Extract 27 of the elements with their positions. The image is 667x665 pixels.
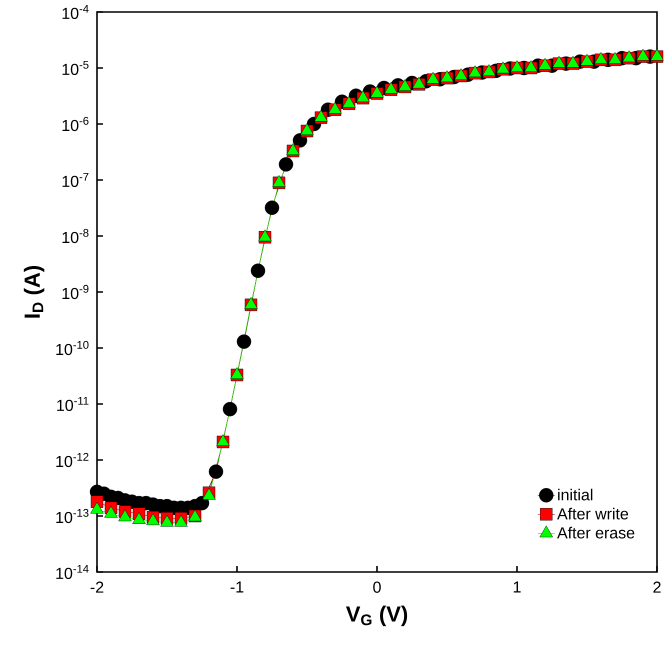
x-axis-title: V$_{G}$ (V) <box>346 606 408 626</box>
point <box>264 200 280 215</box>
y-tick-label: 10$^{-8}$ <box>62 228 88 244</box>
legend-label: initial <box>558 488 592 500</box>
y-tick-label: 10$^{-9}$ <box>62 284 88 300</box>
point <box>250 264 266 278</box>
x-tick-label: -1 <box>230 582 244 592</box>
x-tick-label: 1 <box>514 582 521 592</box>
y-tick-label: 10$^{-14}$ <box>56 564 89 580</box>
y-tick-label: 10$^{-13}$ <box>56 508 88 524</box>
y-tick-label: 10$^{-5}$ <box>62 60 89 76</box>
y-tick-label: 10$^{-10}$ <box>56 340 89 356</box>
y-tick-label: 10$^{-6}$ <box>62 116 88 132</box>
y-axis-title: I$_{D}$ (A) <box>24 266 44 318</box>
x-tick-label: -2 <box>90 582 104 593</box>
point <box>278 157 294 172</box>
y-tick-label: 10$^{-11}$ <box>57 396 88 412</box>
y-tick-label: 10$^{-12}$ <box>56 452 88 468</box>
point <box>222 402 238 416</box>
x-tick-label: 2 <box>653 582 661 593</box>
y-tick-label: 10$^{-7}$ <box>62 172 88 188</box>
legend-label: After erase <box>557 526 634 538</box>
legend-label: After write <box>557 508 628 520</box>
point <box>236 334 252 349</box>
point <box>208 464 224 479</box>
x-tick-label: 0 <box>373 582 381 593</box>
y-tick-label: 10$^{-4}$ <box>62 4 89 20</box>
